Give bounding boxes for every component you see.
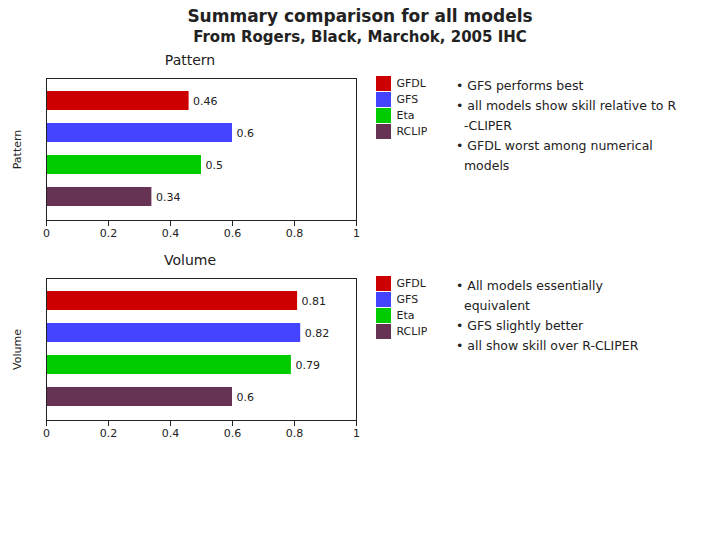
svg-text:0: 0 <box>43 427 50 440</box>
svg-text:0.8: 0.8 <box>286 227 304 240</box>
svg-text:0.6: 0.6 <box>224 427 242 440</box>
html-text:GFS: GFS <box>396 293 419 306</box>
svg-text:0.82: 0.82 <box>305 327 330 340</box>
html-text:Summary comparison for all mod: Summary comparison for all models <box>187 6 533 26</box>
svg-text:0.2: 0.2 <box>100 427 118 440</box>
svg-text:0.4: 0.4 <box>162 427 180 440</box>
svg-text:Pattern: Pattern <box>11 130 24 170</box>
html-text:Pattern: Pattern <box>164 52 216 68</box>
svg-text:0.34: 0.34 <box>156 191 181 204</box>
svg-text:0.79: 0.79 <box>295 359 320 372</box>
svg-text:1: 1 <box>353 227 360 240</box>
svg-text:Volume: Volume <box>11 329 24 370</box>
html-text:RCLIP: RCLIP <box>396 125 428 138</box>
svg-text:1: 1 <box>353 427 360 440</box>
html-text:GFS: GFS <box>396 93 419 106</box>
svg-text:0.46: 0.46 <box>193 95 218 108</box>
html-text:Eta: Eta <box>396 309 415 322</box>
html-text:GFDL: GFDL <box>396 277 426 290</box>
svg-text:0.6: 0.6 <box>237 391 255 404</box>
svg-text:0.5: 0.5 <box>206 159 224 172</box>
html-text:Volume: Volume <box>164 252 216 268</box>
html-text:• All models essentially equiv: • All models essentially equivalent • GF… <box>456 278 639 353</box>
svg-text:0.6: 0.6 <box>224 227 242 240</box>
svg-text:0: 0 <box>43 227 50 240</box>
svg-text:0.81: 0.81 <box>302 295 327 308</box>
svg-text:0.2: 0.2 <box>100 227 118 240</box>
html-text:GFDL: GFDL <box>396 77 426 90</box>
html-text:Eta: Eta <box>396 109 415 122</box>
svg-text:0.8: 0.8 <box>286 427 304 440</box>
html-text:From Rogers, Black, Marchok, 2: From Rogers, Black, Marchok, 2005 IHC <box>193 28 527 46</box>
svg-text:0.6: 0.6 <box>237 127 255 140</box>
svg-text:0.4: 0.4 <box>162 227 180 240</box>
html-text:• GFS performs best • all mode: • GFS performs best • all models show sk… <box>456 78 677 173</box>
html-text:RCLIP: RCLIP <box>396 325 428 338</box>
